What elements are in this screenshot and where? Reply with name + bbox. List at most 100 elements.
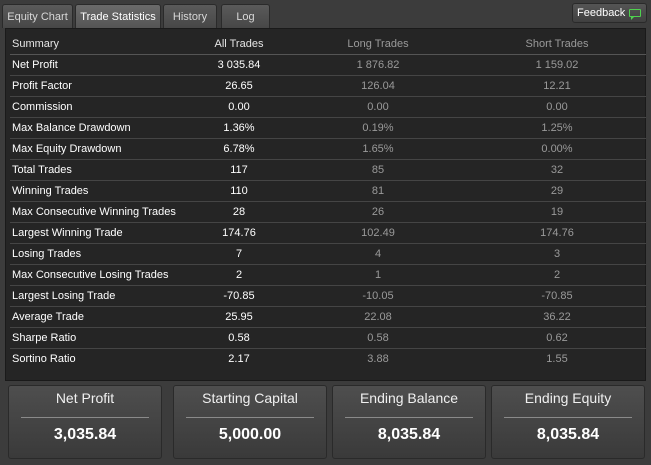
short-trades-value: 1.25% xyxy=(541,122,573,134)
metric-name: Largest Losing Trade xyxy=(12,290,116,302)
short-trades-value: 1 159.02 xyxy=(535,59,579,71)
table-row: Winning Trades 110 81 29 xyxy=(10,181,646,202)
column-header-long-trades[interactable]: Long Trades xyxy=(347,38,409,50)
long-trades-value: 0.19% xyxy=(362,122,394,134)
card-divider xyxy=(504,417,632,418)
short-trades-value: 12.21 xyxy=(543,80,571,92)
starting-capital-card: Starting Capital 5,000.00 xyxy=(173,385,327,459)
metric-name: Sortino Ratio xyxy=(12,353,76,365)
tab-history[interactable]: History xyxy=(163,4,217,28)
table-row: Losing Trades 7 4 3 xyxy=(10,244,646,265)
all-trades-value: 7 xyxy=(235,248,243,260)
tab-equity-chart[interactable]: Equity Chart xyxy=(2,4,73,28)
tab-bar: Equity Chart Trade Statistics History Lo… xyxy=(0,0,651,28)
ending-balance-card: Ending Balance 8,035.84 xyxy=(332,385,486,459)
all-trades-value: 110 xyxy=(230,185,248,197)
metric-name: Max Equity Drawdown xyxy=(12,143,122,155)
all-trades-value: 26.65 xyxy=(225,80,253,92)
metric-name: Total Trades xyxy=(12,164,72,176)
table-row: Largest Losing Trade -70.85 -10.05 -70.8… xyxy=(10,286,646,307)
card-divider xyxy=(186,417,314,418)
short-trades-value: 0.62 xyxy=(546,332,568,344)
card-value: 8,035.84 xyxy=(536,426,600,443)
metric-name: Profit Factor xyxy=(12,80,72,92)
card-divider xyxy=(21,417,149,418)
all-trades-value: 6.78% xyxy=(223,143,255,155)
short-trades-value: -70.85 xyxy=(541,290,573,302)
card-label: Starting Capital xyxy=(202,390,298,406)
short-trades-value: 0.00 xyxy=(546,101,568,113)
metric-name: Average Trade xyxy=(12,311,84,323)
metric-name: Net Profit xyxy=(12,59,58,71)
all-trades-value: 1.36% xyxy=(223,122,255,134)
all-trades-value: 0.58 xyxy=(228,332,250,344)
table-row: Average Trade 25.95 22.08 36.22 xyxy=(10,307,646,328)
long-trades-value: -10.05 xyxy=(362,290,394,302)
table-header-row: Summary All Trades Long Trades Short Tra… xyxy=(10,34,646,55)
ending-equity-card: Ending Equity 8,035.84 xyxy=(491,385,645,459)
all-trades-value: 25.95 xyxy=(225,311,253,323)
table-row: Max Consecutive Winning Trades 28 26 19 xyxy=(10,202,646,223)
table-row: Max Consecutive Losing Trades 2 1 2 xyxy=(10,265,646,286)
card-value: 8,035.84 xyxy=(377,426,441,443)
long-trades-value: 85 xyxy=(371,164,385,176)
card-divider xyxy=(345,417,473,418)
table-row: Commission 0.00 0.00 0.00 xyxy=(10,97,646,118)
long-trades-value: 1 876.82 xyxy=(356,59,400,71)
table-row: Profit Factor 26.65 126.04 12.21 xyxy=(10,76,646,97)
short-trades-value: 1.55 xyxy=(546,353,568,365)
long-trades-value: 0.00 xyxy=(367,101,389,113)
column-header-short-trades[interactable]: Short Trades xyxy=(525,38,589,50)
metric-name: Sharpe Ratio xyxy=(12,332,77,344)
short-trades-value: 19 xyxy=(550,206,564,218)
table-row: Sortino Ratio 2.17 3.88 1.55 xyxy=(10,349,646,370)
metric-name: Losing Trades xyxy=(12,248,82,260)
short-trades-value: 3 xyxy=(553,248,561,260)
feedback-button[interactable]: Feedback xyxy=(572,3,647,23)
metric-name: Commission xyxy=(12,101,73,113)
all-trades-value: 117 xyxy=(230,164,248,176)
all-trades-value: 0.00 xyxy=(228,101,250,113)
short-trades-value: 32 xyxy=(550,164,564,176)
tab-trade-statistics[interactable]: Trade Statistics xyxy=(75,4,161,28)
all-trades-value: 2 xyxy=(235,269,243,281)
table-row: Max Equity Drawdown 6.78% 1.65% 0.00% xyxy=(10,139,646,160)
card-label: Net Profit xyxy=(55,390,115,406)
metric-name: Max Consecutive Winning Trades xyxy=(12,206,176,218)
table-row: Sharpe Ratio 0.58 0.58 0.62 xyxy=(10,328,646,349)
all-trades-value: 3 035.84 xyxy=(217,59,261,71)
long-trades-value: 3.88 xyxy=(367,353,389,365)
long-trades-value: 81 xyxy=(371,185,385,197)
short-trades-value: 0.00% xyxy=(541,143,573,155)
column-header-summary[interactable]: Summary xyxy=(12,38,60,50)
metric-name: Max Balance Drawdown xyxy=(12,122,131,134)
all-trades-value: -70.85 xyxy=(223,290,255,302)
metric-name: Max Consecutive Losing Trades xyxy=(12,269,169,281)
short-trades-value: 174.76 xyxy=(540,227,574,239)
long-trades-value: 1.65% xyxy=(362,143,394,155)
long-trades-value: 0.58 xyxy=(367,332,389,344)
table-row: Max Balance Drawdown 1.36% 0.19% 1.25% xyxy=(10,118,646,139)
all-trades-value: 174.76 xyxy=(222,227,256,239)
card-label: Ending Balance xyxy=(359,390,459,406)
table-row: Net Profit 3 035.84 1 876.82 1 159.02 xyxy=(10,55,646,76)
short-trades-value: 2 xyxy=(553,269,561,281)
metric-name: Winning Trades xyxy=(12,185,89,197)
short-trades-value: 36.22 xyxy=(543,311,571,323)
table-row: Total Trades 117 85 32 xyxy=(10,160,646,181)
trade-statistics-table: Summary All Trades Long Trades Short Tra… xyxy=(5,28,646,381)
all-trades-value: 2.17 xyxy=(228,353,250,365)
column-header-all-trades[interactable]: All Trades xyxy=(214,38,264,50)
all-trades-value: 28 xyxy=(232,206,246,218)
long-trades-value: 22.08 xyxy=(364,311,392,323)
speech-bubble-icon xyxy=(629,9,641,20)
tab-log[interactable]: Log xyxy=(221,4,270,28)
long-trades-value: 102.49 xyxy=(361,227,395,239)
short-trades-value: 29 xyxy=(550,185,564,197)
feedback-label: Feedback xyxy=(577,7,626,19)
metric-name: Largest Winning Trade xyxy=(12,227,123,239)
long-trades-value: 4 xyxy=(374,248,382,260)
card-value: 5,000.00 xyxy=(218,426,282,443)
card-value: 3,035.84 xyxy=(53,426,117,443)
card-label: Ending Equity xyxy=(524,390,612,406)
